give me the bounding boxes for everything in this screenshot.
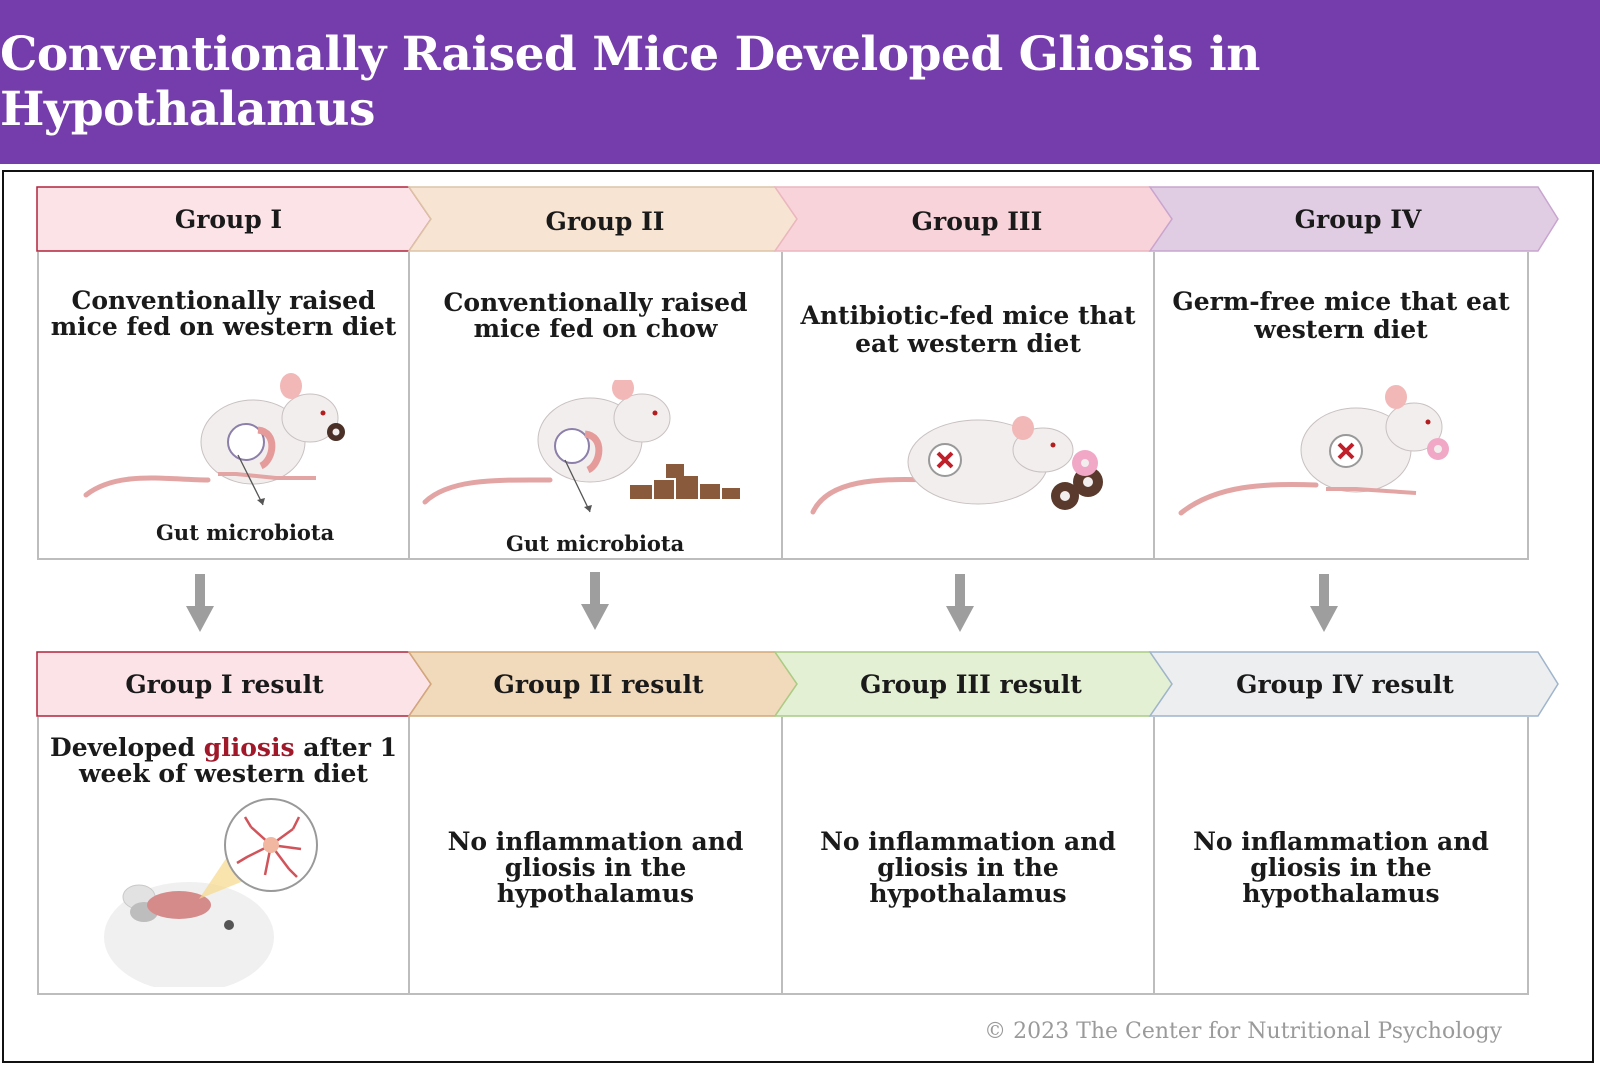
copyright-notice: © 2023 The Center for Nutritional Psycho… (984, 1019, 1502, 1044)
group-header-bar (36, 186, 1559, 252)
result-4-label: Group IV result (1236, 669, 1454, 699)
gliosis-highlight: gliosis (203, 733, 295, 762)
group-1-label: Group I (174, 204, 283, 234)
result-4-text: No inflammation and gliosis in the hypoth… (1193, 827, 1489, 908)
group-4-description: Germ-free mice that eat western diet (1172, 287, 1510, 344)
group-1-description: Conventionally raised mice fed on western… (50, 286, 397, 341)
result-1-panel: Developed gliosis after 1 week of wester… (37, 717, 410, 995)
title-banner: Conventionally Raised Mice Developed Gli… (0, 0, 1600, 164)
group-4-panel: Germ-free mice that eat western diet (1153, 252, 1529, 560)
group-3-label: Group III (911, 206, 1043, 236)
result-2-label: Group II result (493, 669, 704, 699)
group-2-caption: Gut microbiota (506, 531, 685, 556)
mouse-no-microbiota-donut-icon (810, 416, 1103, 515)
down-arrow-icon (581, 572, 609, 630)
group-2-description: Conventionally raised mice fed on chow (443, 288, 748, 343)
group-4-label: Group IV (1294, 204, 1422, 234)
mouse-eating-donut-with-microbiota-icon (83, 373, 345, 506)
result-3-panel: No inflammation and gliosis in the hypoth… (781, 717, 1155, 995)
result-4-chevron (1148, 651, 1559, 717)
result-2-text: No inflammation and gliosis in the hypoth… (447, 827, 744, 908)
group-3-description: Antibiotic-fed mice that eat western diet (800, 301, 1136, 358)
down-arrow-icon (1310, 574, 1338, 632)
diagram-frame (2, 170, 1594, 1063)
result-header-bar (36, 651, 1559, 717)
group-4-chevron (1148, 186, 1559, 252)
germ-free-mouse-donut-icon (1178, 385, 1449, 516)
group-1-panel: Conventionally raised mice fed on western… (37, 252, 410, 560)
group-3-panel: Antibiotic-fed mice that eat western diet (781, 252, 1155, 560)
page-title: Conventionally Raised Mice Developed Gli… (0, 27, 1260, 137)
result-1-text: Developed gliosis after 1 week of wester… (50, 733, 397, 788)
group-2-label: Group II (545, 206, 665, 236)
result-3-text: No inflammation and gliosis in the hypoth… (820, 827, 1116, 908)
result-1-label: Group I result (125, 669, 324, 699)
mouse-brain-gliosis-icon (104, 798, 318, 987)
down-arrow-icon (946, 574, 974, 632)
result-4-panel: No inflammation and gliosis in the hypoth… (1153, 717, 1529, 995)
mouse-eating-chow-with-microbiota-icon (422, 380, 740, 513)
down-arrow-icon (186, 574, 214, 632)
group-1-caption: Gut microbiota (156, 520, 335, 545)
result-2-panel: No inflammation and gliosis in the hypoth… (408, 717, 783, 995)
result-3-label: Group III result (860, 669, 1082, 699)
